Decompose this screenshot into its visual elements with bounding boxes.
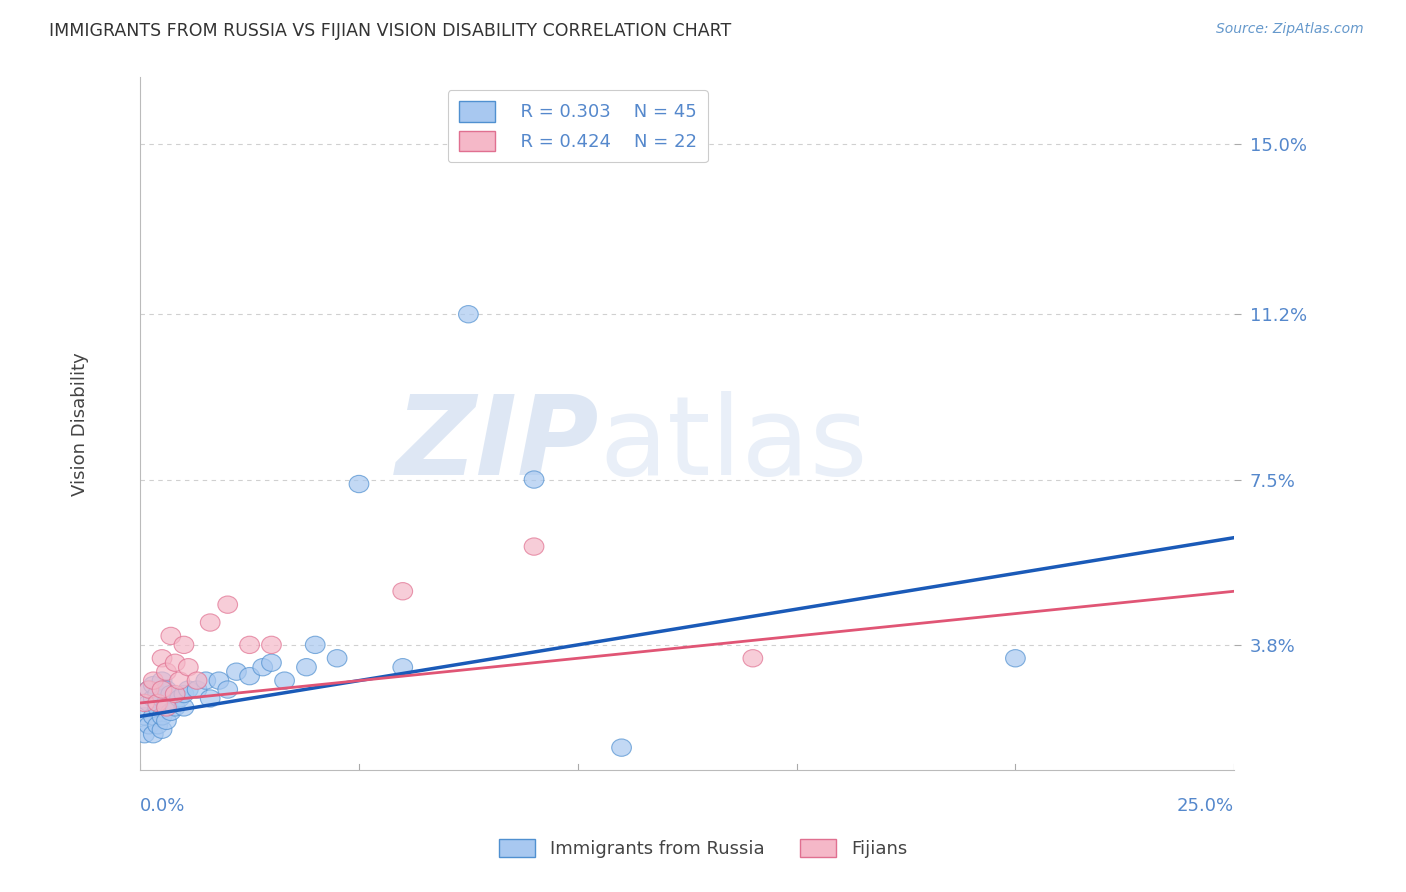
Ellipse shape: [218, 596, 238, 614]
Ellipse shape: [187, 672, 207, 690]
Ellipse shape: [152, 707, 172, 725]
Ellipse shape: [174, 636, 194, 654]
Ellipse shape: [166, 698, 186, 716]
Legend: Immigrants from Russia, Fijians: Immigrants from Russia, Fijians: [492, 831, 914, 865]
Ellipse shape: [200, 690, 219, 707]
Ellipse shape: [143, 725, 163, 743]
Ellipse shape: [143, 690, 163, 707]
Ellipse shape: [148, 694, 167, 712]
Ellipse shape: [160, 703, 180, 721]
Ellipse shape: [148, 698, 167, 716]
Ellipse shape: [174, 685, 194, 703]
Ellipse shape: [1005, 649, 1025, 667]
Text: 0.0%: 0.0%: [141, 797, 186, 814]
Ellipse shape: [143, 672, 163, 690]
Ellipse shape: [240, 636, 260, 654]
Legend:   R = 0.303    N = 45,   R = 0.424    N = 22: R = 0.303 N = 45, R = 0.424 N = 22: [447, 90, 707, 162]
Ellipse shape: [139, 716, 159, 734]
Ellipse shape: [262, 636, 281, 654]
Ellipse shape: [349, 475, 368, 492]
Text: IMMIGRANTS FROM RUSSIA VS FIJIAN VISION DISABILITY CORRELATION CHART: IMMIGRANTS FROM RUSSIA VS FIJIAN VISION …: [49, 22, 731, 40]
Ellipse shape: [742, 649, 762, 667]
Ellipse shape: [174, 698, 194, 716]
Ellipse shape: [143, 676, 163, 694]
Ellipse shape: [148, 716, 167, 734]
Ellipse shape: [148, 685, 167, 703]
Ellipse shape: [195, 672, 215, 690]
Ellipse shape: [179, 681, 198, 698]
Ellipse shape: [156, 681, 176, 698]
Ellipse shape: [156, 694, 176, 712]
Ellipse shape: [170, 690, 190, 707]
Ellipse shape: [262, 654, 281, 672]
Ellipse shape: [139, 694, 159, 712]
Ellipse shape: [392, 658, 412, 676]
Ellipse shape: [156, 663, 176, 681]
Ellipse shape: [160, 627, 180, 645]
Ellipse shape: [156, 698, 176, 716]
Ellipse shape: [200, 614, 219, 632]
Ellipse shape: [524, 538, 544, 555]
Ellipse shape: [218, 681, 238, 698]
Ellipse shape: [170, 672, 190, 690]
Ellipse shape: [139, 681, 159, 698]
Ellipse shape: [305, 636, 325, 654]
Ellipse shape: [392, 582, 412, 600]
Ellipse shape: [135, 725, 155, 743]
Ellipse shape: [152, 649, 172, 667]
Ellipse shape: [328, 649, 347, 667]
Ellipse shape: [209, 672, 229, 690]
Ellipse shape: [139, 681, 159, 698]
Ellipse shape: [274, 672, 294, 690]
Text: ZIP: ZIP: [396, 391, 600, 498]
Ellipse shape: [152, 681, 172, 698]
Ellipse shape: [226, 663, 246, 681]
Ellipse shape: [143, 707, 163, 725]
Ellipse shape: [458, 306, 478, 323]
Text: atlas: atlas: [600, 391, 868, 498]
Text: Vision Disability: Vision Disability: [70, 351, 89, 496]
Ellipse shape: [166, 654, 186, 672]
Ellipse shape: [253, 658, 273, 676]
Ellipse shape: [152, 672, 172, 690]
Ellipse shape: [612, 739, 631, 756]
Ellipse shape: [297, 658, 316, 676]
Text: Source: ZipAtlas.com: Source: ZipAtlas.com: [1216, 22, 1364, 37]
Ellipse shape: [160, 685, 180, 703]
Ellipse shape: [152, 690, 172, 707]
Ellipse shape: [152, 721, 172, 739]
Ellipse shape: [240, 667, 260, 685]
Ellipse shape: [135, 707, 155, 725]
Ellipse shape: [166, 685, 186, 703]
Ellipse shape: [187, 681, 207, 698]
Ellipse shape: [156, 712, 176, 730]
Text: 25.0%: 25.0%: [1177, 797, 1234, 814]
Ellipse shape: [179, 658, 198, 676]
Ellipse shape: [524, 471, 544, 488]
Ellipse shape: [135, 694, 155, 712]
